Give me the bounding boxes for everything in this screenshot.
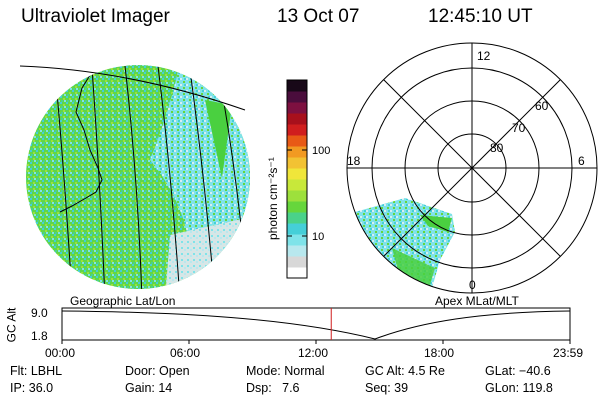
left-panel-label: Geographic Lat/Lon bbox=[70, 294, 176, 308]
colorbar-segment bbox=[287, 124, 307, 136]
dsp-status: Dsp: 7.6 bbox=[246, 381, 300, 395]
glon-status: GLon: 119.8 bbox=[485, 381, 553, 395]
colorbar-frame bbox=[286, 79, 308, 279]
polar-plot: 12 18 6 0 60 70 80 bbox=[346, 42, 598, 294]
header-date: 13 Oct 07 bbox=[277, 6, 360, 27]
xtick-1800: 18:00 bbox=[424, 346, 455, 360]
altitude-curve bbox=[61, 310, 571, 340]
colorbar-segment bbox=[287, 267, 307, 279]
colorbar-segment bbox=[287, 80, 307, 92]
colorbar-segment bbox=[287, 212, 307, 224]
mlt-label-12: 12 bbox=[477, 49, 491, 63]
colorbar-segment bbox=[287, 113, 307, 125]
altitude-ylabel: GC Alt bbox=[4, 307, 19, 343]
colorbar-segment bbox=[287, 223, 307, 235]
gc-alt-status: GC Alt: 4.5 Re bbox=[365, 364, 445, 378]
mlt-label-6: 6 bbox=[578, 154, 585, 168]
colorbar-segment bbox=[287, 256, 307, 268]
xtick-0600: 06:00 bbox=[170, 346, 201, 360]
latitude-line bbox=[19, 65, 246, 111]
colorbar bbox=[286, 79, 308, 279]
mlat-label-60: 60 bbox=[535, 99, 549, 113]
mlat-label-70: 70 bbox=[512, 121, 526, 135]
seq-status: Seq: 39 bbox=[365, 381, 409, 395]
colorbar-segment bbox=[287, 91, 307, 103]
earth-image bbox=[19, 65, 250, 289]
colorbar-segment bbox=[287, 102, 307, 114]
colorbar-segment bbox=[287, 234, 307, 246]
mlt-label-18: 18 bbox=[347, 154, 361, 168]
gain-status: Gain: 14 bbox=[125, 381, 173, 395]
colorbar-segment bbox=[287, 135, 307, 147]
ip-status: IP: 36.0 bbox=[10, 381, 54, 395]
colorbar-tick-100: 100 bbox=[312, 145, 330, 157]
colorbar-unit-label: photon cm⁻²s⁻¹ bbox=[266, 157, 280, 240]
altitude-plot bbox=[61, 307, 571, 344]
colorbar-segment bbox=[287, 245, 307, 257]
colorbar-segment bbox=[287, 146, 307, 158]
xtick-1200: 12:00 bbox=[298, 346, 329, 360]
colorbar-segment bbox=[287, 179, 307, 191]
mlt-label-0: 0 bbox=[469, 278, 476, 292]
mode-status: Mode: Normal bbox=[246, 364, 325, 378]
colorbar-segment bbox=[287, 157, 307, 169]
instrument-title: Ultraviolet Imager bbox=[21, 6, 170, 27]
glat-status: GLat: −40.6 bbox=[485, 364, 551, 378]
colorbar-ticks bbox=[287, 149, 307, 237]
right-panel-label: Apex MLat/MLT bbox=[435, 294, 519, 308]
altitude-ytick-high: 9.0 bbox=[31, 306, 48, 320]
altitude-ytick-low: 1.8 bbox=[31, 329, 48, 343]
xtick-2359: 23:59 bbox=[553, 346, 584, 360]
colorbar-segment bbox=[287, 168, 307, 180]
door-status: Door: Open bbox=[125, 364, 190, 378]
colorbar-tick-10: 10 bbox=[312, 231, 324, 243]
header-time: 12:45:10 UT bbox=[428, 6, 533, 27]
colorbar-segment bbox=[287, 190, 307, 202]
colorbar-segment bbox=[287, 201, 307, 213]
mlat-label-80: 80 bbox=[490, 141, 504, 155]
xtick-0000: 00:00 bbox=[45, 346, 76, 360]
altitude-xticks bbox=[61, 340, 571, 344]
filter-status: Flt: LBHL bbox=[10, 364, 63, 378]
